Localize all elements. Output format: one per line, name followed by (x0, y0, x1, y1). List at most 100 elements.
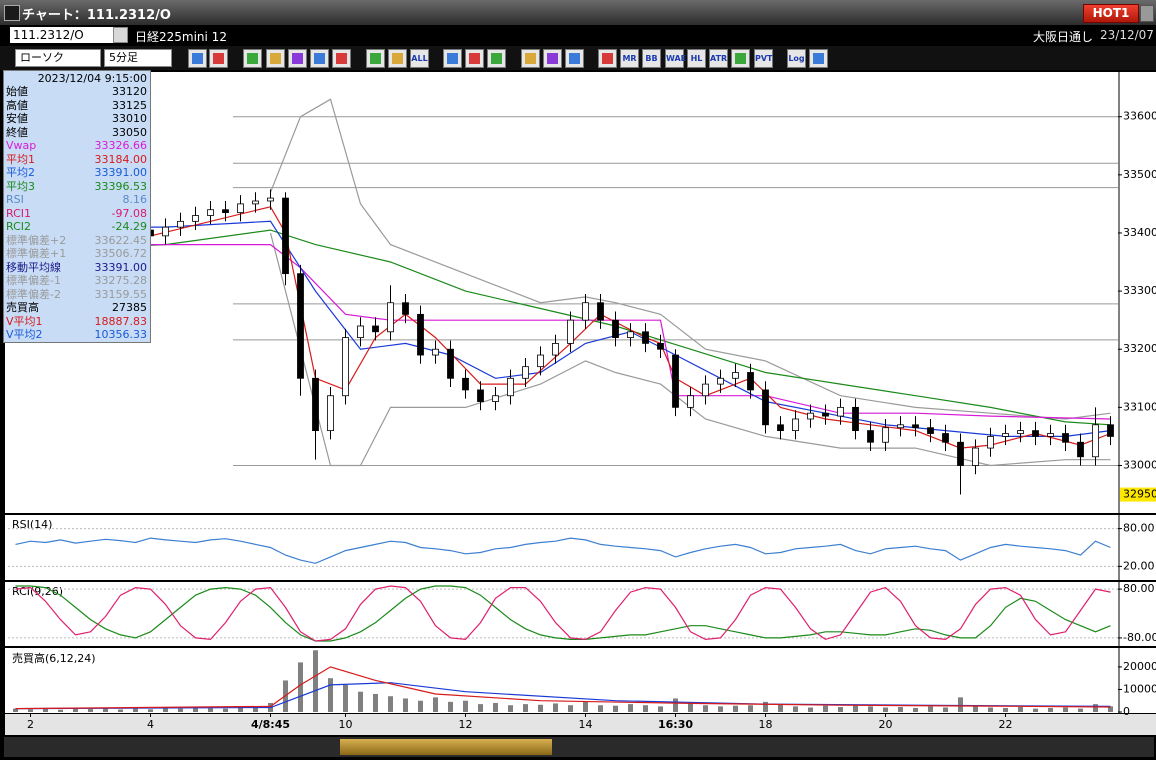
y-tick-label: 33000 (1123, 458, 1156, 471)
hot-button[interactable]: HOT1 (1083, 4, 1139, 23)
candle-body (447, 348, 454, 379)
date: 23/12/07 (1100, 28, 1154, 42)
toolbar-button[interactable] (543, 49, 562, 68)
toolbar-button[interactable] (266, 49, 285, 68)
info-panel: 2023/12/04 9:15:00 始値 33120 高値 33125 安値 33010… (3, 70, 151, 343)
scrollbar[interactable] (4, 737, 1154, 757)
toolbar-button[interactable] (565, 49, 584, 68)
volume-bar (463, 700, 468, 712)
candle-body (942, 433, 949, 443)
toolbar-button[interactable]: HL (687, 49, 706, 68)
y-tick-label: 33500 (1123, 168, 1156, 181)
volume-bar (373, 693, 378, 712)
volume-bar (73, 708, 78, 712)
info-label: 平均1 (6, 152, 35, 166)
toolbar-button[interactable] (521, 49, 540, 68)
chart-background (5, 72, 1156, 713)
x-tick-label: 4 (147, 718, 154, 731)
x-tick-label: 20 (879, 718, 893, 731)
volume-bar (493, 702, 498, 712)
info-value: 33159.55 (94, 287, 148, 301)
icon (469, 53, 480, 64)
toolbar-button[interactable]: BB (642, 49, 661, 68)
info-row: RCI1 -97.08 (6, 207, 147, 220)
toolbar-button[interactable] (310, 49, 329, 68)
toolbar-button[interactable]: ATR (709, 49, 728, 68)
info-label: 標準偏差+2 (6, 233, 67, 247)
series-line (15, 220, 1111, 437)
toolbar-button[interactable]: ALL (410, 49, 429, 68)
x-tick-label: 10 (339, 718, 353, 731)
candle-body (327, 395, 334, 432)
volume-bar (13, 708, 18, 712)
panel-title: 売買高(6,12,24) (12, 651, 96, 665)
info-label: 標準偏差-1 (6, 274, 61, 287)
candle-body (612, 319, 619, 339)
info-label: 平均3 (6, 179, 35, 193)
info-value: 33396.53 (94, 179, 148, 193)
candle-body (582, 302, 589, 321)
toolbar-button[interactable] (209, 49, 228, 68)
info-label: 売買高 (6, 301, 39, 314)
info-row: 始値 33120 (6, 85, 147, 98)
candle-body (162, 226, 169, 237)
volume-bar (343, 684, 348, 712)
volume-bar (553, 703, 558, 712)
candle-body (1077, 441, 1084, 458)
candle-body (1047, 433, 1054, 437)
window-button[interactable] (1140, 5, 1154, 22)
toolbar-button[interactable] (188, 49, 207, 68)
volume-bar (1048, 707, 1053, 712)
candle-body (387, 302, 394, 333)
info-value: 33391.00 (94, 260, 148, 274)
panel-title: RSI(14) (12, 518, 52, 531)
chart-type-select[interactable]: ローソク (15, 49, 101, 67)
volume-bar (958, 697, 963, 712)
toolbar-button[interactable] (731, 49, 750, 68)
toolbar-button[interactable] (598, 49, 617, 68)
toolbar-button[interactable] (243, 49, 262, 68)
candle-body (642, 331, 649, 344)
symbol-dropdown[interactable] (113, 27, 128, 43)
chart: 33000 33100 33200 33300 33400 33500 33600 32950… (5, 72, 1156, 735)
symbol-input[interactable]: 111.2312/O (10, 27, 113, 43)
toolbar-button[interactable] (465, 49, 484, 68)
window-title: チャート：111.2312/O (22, 8, 171, 23)
scroll-thumb[interactable] (340, 739, 552, 755)
toolbar-button[interactable] (288, 49, 307, 68)
volume-bar (868, 706, 873, 712)
toolbar-button[interactable]: PVT (754, 49, 773, 68)
series-line (269, 98, 1111, 420)
candle-body (207, 209, 214, 216)
candle-body (492, 395, 499, 402)
toolbar-button[interactable] (487, 49, 506, 68)
candle-body (882, 427, 889, 443)
volume-bar (673, 698, 678, 712)
volume-bar (313, 650, 318, 712)
toolbar-button[interactable]: MR (620, 49, 639, 68)
interval-select[interactable]: 5分足 (104, 49, 172, 67)
volume-bar (928, 706, 933, 712)
volume-bar (838, 707, 843, 712)
symbol-row (0, 25, 1156, 46)
candle-body (177, 220, 184, 228)
toolbar-button[interactable] (443, 49, 462, 68)
toolbar-button[interactable] (388, 49, 407, 68)
candle-body (192, 215, 199, 222)
x-axis-strip (5, 714, 1156, 735)
volume-bar (568, 705, 573, 712)
info-value: 33391.00 (94, 166, 148, 179)
toolbar-button[interactable] (332, 49, 351, 68)
candle-body (597, 302, 604, 321)
series-line (15, 537, 1111, 564)
candle-body (867, 430, 874, 443)
toolbar-button[interactable]: Log (787, 49, 806, 68)
candle-body (1017, 430, 1024, 434)
info-row: 平均3 33396.53 (6, 180, 147, 193)
info-row: 高値 33125 (6, 99, 147, 112)
toolbar-button[interactable] (809, 49, 828, 68)
toolbar-button[interactable]: WAE (665, 49, 686, 68)
info-label: V平均2 (6, 328, 43, 341)
toolbar-button[interactable] (366, 49, 385, 68)
x-tick-label: 2 (27, 718, 34, 731)
